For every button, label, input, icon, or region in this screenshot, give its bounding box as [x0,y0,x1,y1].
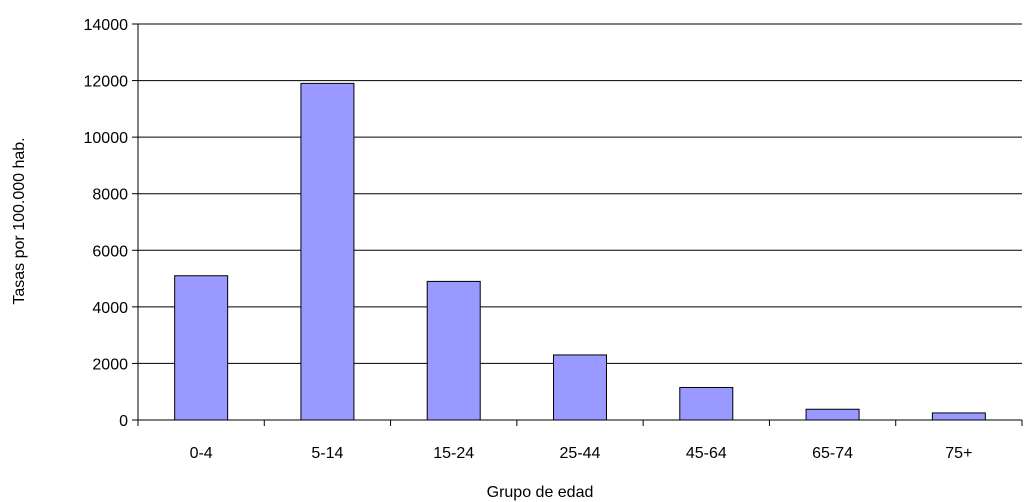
y-tick-label: 10000 [84,130,129,147]
x-tick-labels: 0-4 5-14 15-24 25-44 45-64 65-74 75+ [190,445,973,462]
x-tick-label: 25-44 [560,445,601,462]
bar-75+ [931,412,986,421]
bar-45-64 [679,386,734,421]
y-tick-label: 4000 [92,300,128,317]
bar-0-4 [174,275,229,421]
axes [132,23,1023,426]
x-tick-label: 75+ [945,445,972,462]
y-tick-label: 8000 [92,187,128,204]
x-tick-label: 15-24 [433,445,474,462]
bar-65-74 [805,408,860,421]
bar-25-44 [553,354,607,421]
x-tick-label: 0-4 [190,445,213,462]
x-tick-label: 45-64 [686,445,727,462]
bar-5-14 [300,82,355,421]
y-tick-labels: 0 2000 4000 6000 8000 10000 12000 14000 [84,17,129,430]
gridlines [138,23,1022,364]
bars [174,82,986,421]
x-axis-title: Grupo de edad [487,484,594,501]
y-tick-label: 14000 [84,17,129,34]
bar-15-24 [426,280,481,421]
y-axis-title: Tasas por 100.000 hab. [11,137,28,304]
y-tick-label: 12000 [84,74,129,91]
y-tick-label: 6000 [92,243,128,260]
y-tick-label: 0 [119,413,128,430]
y-tick-label: 2000 [92,356,128,373]
x-tick-label: 65-74 [812,445,853,462]
x-tick-label: 5-14 [311,445,343,462]
